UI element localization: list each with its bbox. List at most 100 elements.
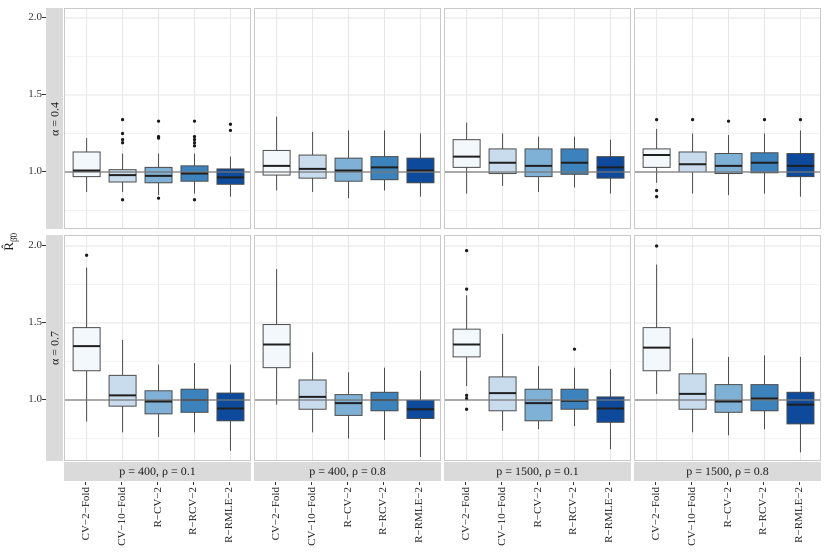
panel-r1-c3	[634, 235, 821, 461]
boxplot-CV−2−Fold	[642, 118, 671, 199]
boxplot-CV−2−Fold	[72, 138, 101, 193]
outlier-point	[655, 244, 659, 248]
boxplot-R−RCV−2	[750, 118, 779, 194]
facet-strip-p1500-rho01: p = 1500, ρ = 0.1	[444, 462, 631, 481]
boxplot-CV−2−Fold	[262, 116, 291, 191]
facet-strip-label: p = 1500, ρ = 0.8	[686, 464, 769, 478]
facet-strip-p400-rho01: p = 400, ρ = 0.1	[64, 462, 251, 481]
outlier-point	[228, 128, 233, 133]
x-tick-label-R−CV−2: R−CV−2	[531, 487, 544, 528]
y-tick-label: 1.0	[28, 393, 42, 405]
outlier-point	[120, 118, 125, 122]
box-iqr	[452, 139, 481, 168]
outlier-point	[192, 144, 197, 148]
y-tick-mark	[42, 322, 46, 323]
boxplot-CV−10−Fold	[298, 352, 327, 433]
x-tick-label-R−RMLE−2: R−RMLE−2	[603, 487, 616, 543]
facet-strip-p400-rho08: p = 400, ρ = 0.8	[254, 462, 441, 481]
boxplot-R−RMLE−2	[216, 364, 245, 451]
x-tick-label-CV−10−Fold: CV−10−Fold	[495, 487, 508, 546]
boxplot-CV−2−Fold	[452, 122, 481, 194]
boxplot-CV−10−Fold	[108, 118, 137, 202]
outlier-point	[465, 396, 469, 401]
x-tick-mark	[655, 482, 657, 485]
x-tick-mark	[121, 482, 123, 485]
boxplot-CV−2−Fold	[72, 253, 101, 422]
outlier-point	[655, 118, 659, 122]
outlier-point	[465, 287, 469, 291]
x-tick-label-R−RCV−2: R−RCV−2	[187, 487, 200, 535]
panel-r0-c0	[64, 8, 251, 229]
boxplot-R−RCV−2	[180, 363, 209, 433]
boxplot-CV−10−Fold	[488, 133, 517, 186]
x-tick-label-CV−10−Fold: CV−10−Fold	[115, 487, 128, 546]
x-tick-mark	[501, 482, 503, 485]
x-tick-label-R−RMLE−2: R−RMLE−2	[223, 487, 236, 543]
outlier-point	[120, 198, 125, 202]
x-tick-mark	[228, 482, 230, 485]
boxplot-R−CV−2	[714, 356, 743, 436]
boxplot-R−RCV−2	[560, 347, 589, 427]
boxplot-CV−2−Fold	[642, 244, 671, 394]
outlier-point	[120, 138, 125, 142]
panel-r0-c1	[254, 8, 441, 229]
box-iqr	[714, 153, 743, 175]
outlier-point	[690, 118, 695, 122]
boxplot-R−RCV−2	[370, 367, 399, 441]
box-iqr	[560, 148, 589, 175]
x-tick-label-CV−2−Fold: CV−2−Fold	[79, 487, 92, 541]
boxplot-R−RMLE−2	[786, 118, 815, 197]
x-tick-mark	[691, 482, 693, 485]
boxplot-R−RMLE−2	[406, 370, 435, 457]
boxplot-R−CV−2	[524, 136, 553, 193]
x-tick-mark	[798, 482, 800, 485]
outlier-point	[192, 141, 197, 145]
outlier-point	[465, 249, 469, 253]
y-tick-label: 2.0	[28, 11, 42, 23]
x-tick-mark	[157, 482, 159, 485]
y-tick-mark	[42, 94, 46, 95]
boxplot-R−RCV−2	[180, 119, 209, 202]
panel-plot	[65, 236, 250, 460]
panel-r0-c2	[444, 8, 631, 229]
x-tick-label-CV−2−Fold: CV−2−Fold	[269, 487, 282, 541]
box-iqr	[370, 391, 399, 412]
outlier-point	[120, 141, 125, 145]
facet-strip-label: p = 400, ρ = 0.8	[309, 464, 386, 478]
x-tick-mark	[85, 482, 87, 485]
box-iqr	[334, 394, 363, 416]
y-tick-label: 1.0	[28, 165, 42, 177]
outlier-point	[465, 393, 469, 397]
boxplot-R−RCV−2	[370, 130, 399, 191]
x-tick-label-CV−10−Fold: CV−10−Fold	[305, 487, 318, 546]
x-tick-label-CV−10−Fold: CV−10−Fold	[685, 487, 698, 546]
outlier-point	[192, 138, 197, 142]
boxplot-R−RCV−2	[560, 136, 589, 188]
facet-strip-label: p = 1500, ρ = 0.1	[496, 464, 579, 478]
x-tick-label-R−RMLE−2: R−RMLE−2	[793, 487, 806, 543]
x-tick-label-R−RCV−2: R−RCV−2	[377, 487, 390, 535]
facet-strip-label: α = 0.4	[47, 101, 61, 136]
outlier-point	[85, 253, 89, 257]
outlier-point	[192, 198, 197, 202]
x-tick-label-R−CV−2: R−CV−2	[721, 487, 734, 528]
outlier-point	[120, 131, 125, 136]
x-tick-mark	[727, 482, 729, 485]
box-iqr	[298, 154, 327, 179]
panel-plot	[445, 236, 630, 460]
facet-strip-label: p = 400, ρ = 0.1	[119, 464, 196, 478]
boxplot-R−CV−2	[334, 372, 363, 439]
outlier-point	[762, 118, 767, 122]
box-iqr	[262, 149, 291, 176]
box-iqr	[714, 384, 743, 413]
outlier-point	[192, 134, 197, 139]
facet-strip-p1500-rho08: p = 1500, ρ = 0.8	[634, 462, 821, 481]
panel-plot	[635, 9, 820, 228]
outlier-point	[655, 188, 659, 193]
box-iqr	[596, 396, 625, 423]
boxplot-CV−2−Fold	[262, 269, 291, 405]
panel-r1-c0	[64, 235, 251, 461]
outlier-point	[192, 119, 197, 123]
y-tick-label: 1.5	[28, 316, 42, 328]
